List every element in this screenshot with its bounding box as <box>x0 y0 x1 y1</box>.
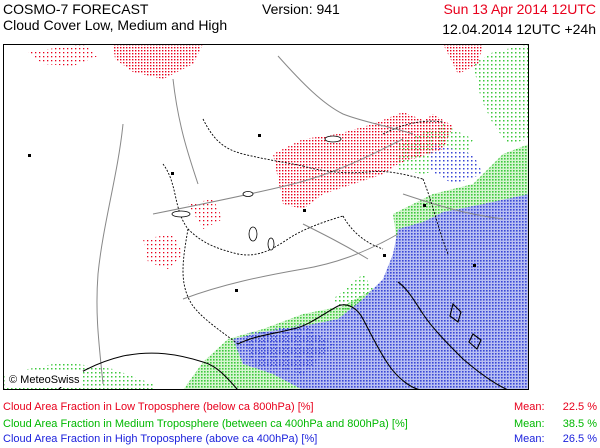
coastlines <box>57 281 509 390</box>
mean-label: Mean: <box>514 418 545 430</box>
high-cloud-layer <box>233 144 529 390</box>
mean-value: 26.5 % <box>562 433 597 445</box>
legend-label: Cloud Area Fraction in High Troposphere … <box>3 433 318 445</box>
mean-value: 22.5 % <box>562 401 597 413</box>
copyright-box <box>5 371 83 387</box>
rivers <box>96 55 504 385</box>
legend-label: Cloud Area Fraction in Low Troposphere (… <box>3 401 314 413</box>
cloud-cover-map: © MeteoSwiss <box>3 44 529 390</box>
mean-value: 38.5 % <box>562 418 597 430</box>
city-markers <box>28 134 476 292</box>
map-frame <box>3 44 529 390</box>
version-label: Version: 941 <box>262 1 340 17</box>
legend-label: Cloud Area Fraction in Medium Tropospher… <box>3 418 408 430</box>
copyright-label: © MeteoSwiss <box>9 374 80 386</box>
low-cloud-layer <box>28 44 483 269</box>
country-borders <box>162 118 449 345</box>
valid-date: Sun 13 Apr 2014 12UTC <box>443 1 596 17</box>
lakes <box>171 135 342 251</box>
forecast-run: 12.04.2014 12UTC +24h <box>442 21 596 37</box>
map-subtitle: Cloud Cover Low, Medium and High <box>3 17 228 33</box>
mean-label: Mean: <box>514 433 545 445</box>
model-title: COSMO-7 FORECAST <box>3 1 149 17</box>
mean-label: Mean: <box>514 401 545 413</box>
